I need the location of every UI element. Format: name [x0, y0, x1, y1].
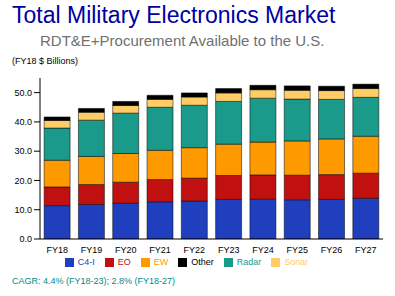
svg-text:FY22: FY22 — [184, 245, 206, 255]
svg-text:30.0: 30.0 — [14, 146, 32, 156]
svg-text:FY27: FY27 — [355, 245, 377, 255]
svg-text:50.0: 50.0 — [14, 88, 32, 98]
html-text:EO: EO — [117, 257, 131, 267]
svg-text:0.0: 0.0 — [19, 234, 32, 244]
svg-text:FY19: FY19 — [81, 245, 103, 255]
html-text:Total Military Electronics Mar: Total Military Electronics Market — [12, 2, 336, 28]
html-text:Radar: Radar — [236, 257, 262, 267]
html-text:RDT&E+Procurement Available to: RDT&E+Procurement Available to the U.S. — [40, 32, 325, 49]
svg-text:FY18: FY18 — [46, 245, 68, 255]
svg-text:FY21: FY21 — [149, 245, 171, 255]
html-text:EW: EW — [153, 257, 169, 267]
html-text:CAGR: 4.4% (FY18-23); 2.8% (FY: CAGR: 4.4% (FY18-23); 2.8% (FY18-27) — [12, 276, 176, 286]
svg-text:FY25: FY25 — [286, 245, 308, 255]
html-text:(FY18 $ Billions): (FY18 $ Billions) — [12, 56, 78, 66]
html-text:Sonar: Sonar — [284, 257, 309, 267]
svg-text:40.0: 40.0 — [14, 117, 32, 127]
svg-text:FY20: FY20 — [115, 245, 137, 255]
svg-text:FY24: FY24 — [252, 245, 274, 255]
svg-text:20.0: 20.0 — [14, 176, 32, 186]
svg-text:FY23: FY23 — [218, 245, 240, 255]
html-text:C4-I: C4-I — [77, 257, 95, 267]
svg-text:FY26: FY26 — [321, 245, 343, 255]
html-text:Other: Other — [191, 257, 214, 267]
svg-text:10.0: 10.0 — [14, 205, 32, 215]
